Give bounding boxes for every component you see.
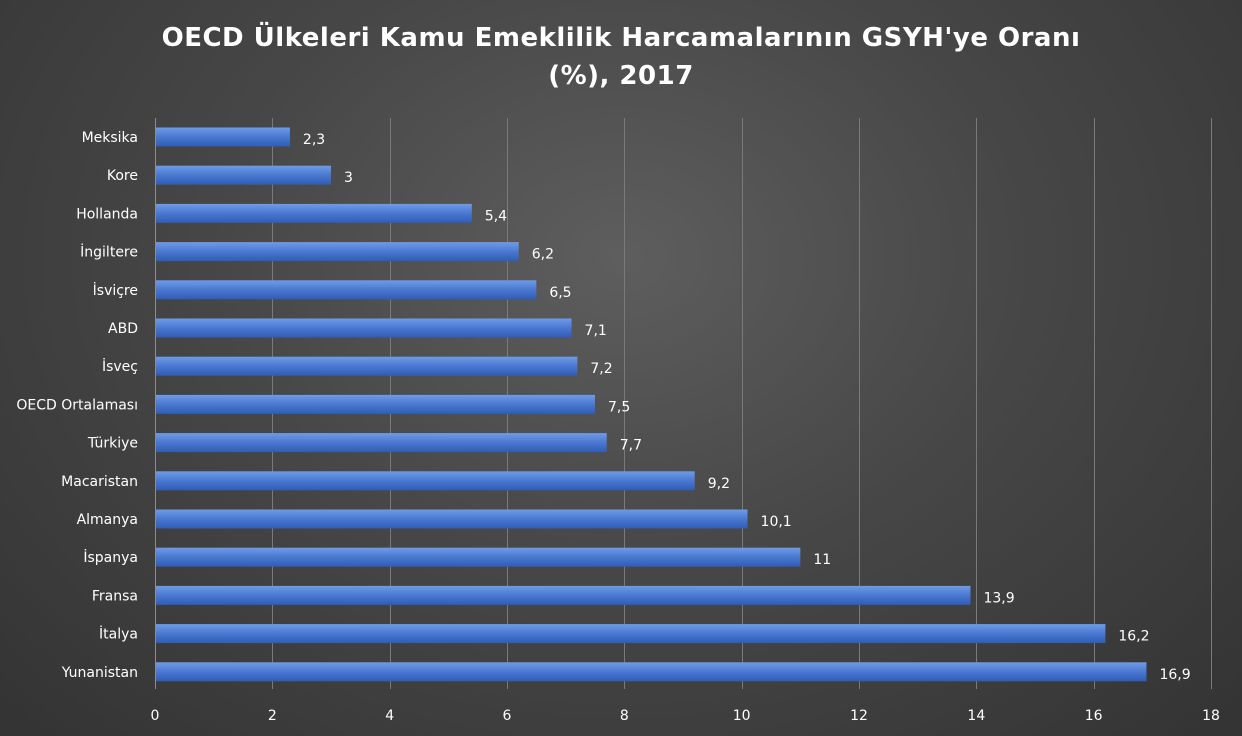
value-label-2: 5,4 (485, 208, 507, 224)
value-label-14: 16,9 (1159, 667, 1190, 683)
category-labels: Meksika Kore Hollanda İngiltere İsviçre ABD İs… (16, 130, 138, 681)
category-label-0: Meksika (82, 130, 138, 146)
bar-6 (156, 356, 578, 376)
x-tick-label-14: 14 (967, 708, 985, 724)
value-labels: 2,3 3 5,4 6,2 6,5 7,1 7,2 7,5 7,7 9,2 10,1 11 13,9 16… (303, 132, 1191, 683)
category-label-5: ABD (108, 321, 138, 337)
x-tick-label-12: 12 (850, 708, 868, 724)
bar-12 (156, 585, 971, 605)
x-tick-label-18: 18 (1202, 708, 1220, 724)
category-label-1: Kore (107, 168, 138, 184)
bar-7 (156, 394, 595, 414)
category-label-7: OECD Ortalaması (16, 397, 138, 413)
category-label-10: Almanya (77, 512, 138, 528)
value-label-13: 16,2 (1118, 629, 1149, 645)
x-tick-label-0: 0 (151, 708, 160, 724)
bar-0 (156, 127, 290, 147)
bar-2 (156, 203, 472, 223)
category-label-9: Macaristan (61, 474, 138, 490)
bar-5 (156, 318, 572, 338)
bar-13 (156, 624, 1106, 644)
category-label-13: İtalya (99, 625, 138, 643)
x-tick-label-16: 16 (1085, 708, 1103, 724)
x-tick-label-2: 2 (268, 708, 277, 724)
value-label-0: 2,3 (303, 132, 325, 148)
value-label-4: 6,5 (549, 285, 571, 301)
value-label-7: 7,5 (608, 399, 630, 415)
category-label-12: Fransa (92, 588, 138, 604)
value-label-10: 10,1 (761, 514, 792, 530)
bar-14 (156, 662, 1147, 682)
category-label-8: Türkiye (87, 436, 138, 452)
value-label-5: 7,1 (585, 323, 607, 339)
chart-title: OECD Ülkeleri Kamu Emeklilik Harcamaları… (162, 20, 1081, 91)
bar-4 (156, 280, 537, 300)
bar-3 (156, 242, 519, 262)
value-label-3: 6,2 (532, 247, 554, 263)
value-label-11: 11 (813, 552, 831, 568)
value-label-1: 3 (344, 170, 353, 186)
value-label-9: 9,2 (708, 476, 730, 492)
x-tick-label-8: 8 (620, 708, 629, 724)
category-label-3: İngiltere (80, 243, 138, 261)
bar-10 (156, 509, 748, 529)
bar-1 (156, 165, 331, 185)
category-label-4: İsviçre (93, 281, 138, 299)
category-label-2: Hollanda (76, 206, 138, 222)
category-label-6: İsveç (102, 357, 138, 375)
x-axis-tick-labels: 0 2 4 6 8 10 12 14 16 18 (151, 708, 1220, 724)
category-label-14: Yunanistan (61, 665, 138, 681)
x-tick-label-4: 4 (385, 708, 394, 724)
chart-title-line-1: OECD Ülkeleri Kamu Emeklilik Harcamaları… (162, 20, 1081, 53)
value-label-12: 13,9 (983, 590, 1014, 606)
category-label-11: İspanya (83, 548, 138, 566)
value-label-8: 7,7 (620, 438, 642, 454)
bar-9 (156, 471, 695, 491)
chart-title-line-2: (%), 2017 (548, 61, 694, 91)
x-tick-label-10: 10 (733, 708, 751, 724)
x-tick-label-6: 6 (503, 708, 512, 724)
bar-11 (156, 547, 801, 567)
bar-8 (156, 433, 607, 453)
bars (156, 127, 1147, 682)
value-label-6: 7,2 (590, 361, 612, 377)
